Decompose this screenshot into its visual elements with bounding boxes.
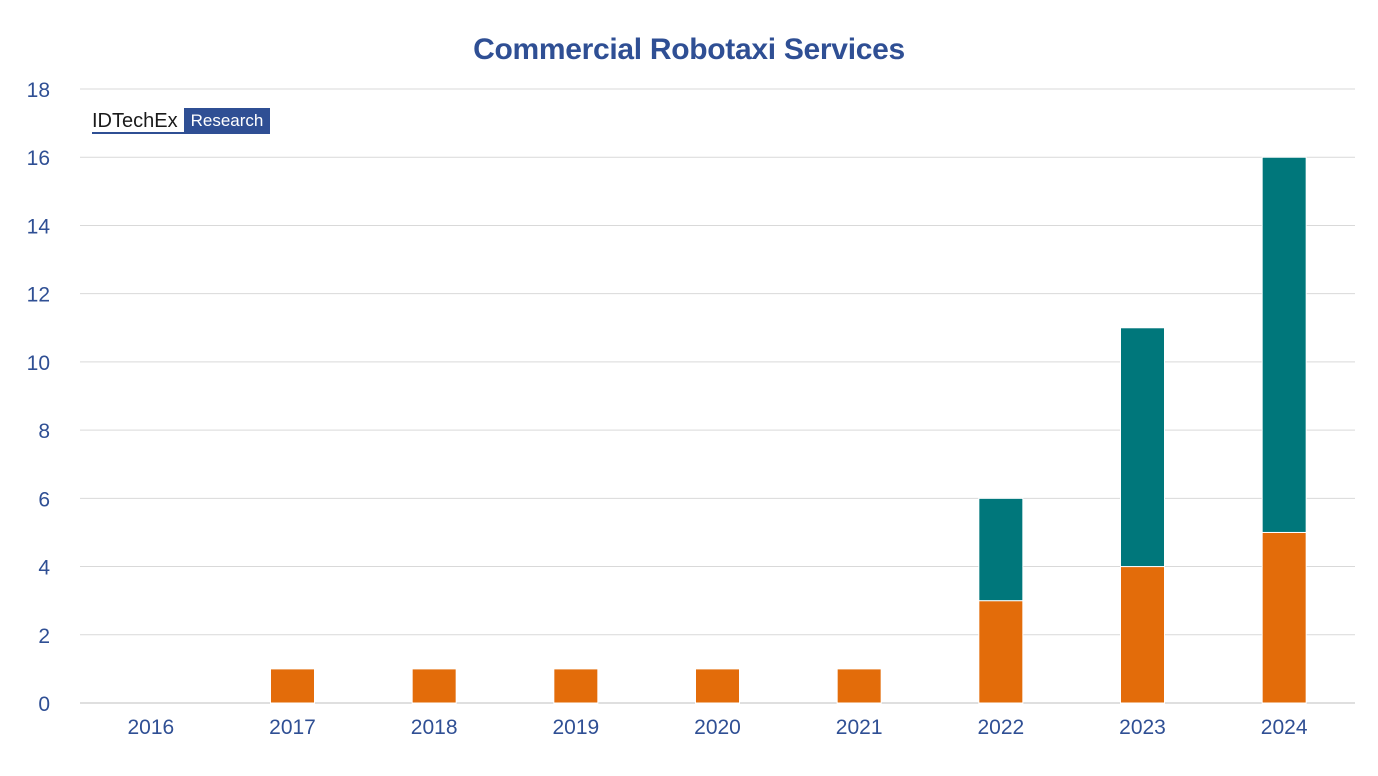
x-tick-label: 2019 xyxy=(552,716,599,739)
y-tick-label: 6 xyxy=(38,488,50,511)
idtechex-logo: IDTechEx Research xyxy=(92,108,271,134)
y-tick-label: 2 xyxy=(38,625,50,648)
bar-series-bottom-2021 xyxy=(836,668,882,704)
x-tick-label: 2023 xyxy=(1119,716,1166,739)
x-tick-label: 2018 xyxy=(411,716,458,739)
logo-brand: IDTechEx xyxy=(92,108,184,134)
bar-series-top-2024 xyxy=(1261,156,1307,533)
bar-series-bottom-2023 xyxy=(1120,566,1165,704)
gridlines xyxy=(80,88,1355,704)
x-tick-label: 2021 xyxy=(836,716,883,739)
x-tick-label: 2017 xyxy=(269,716,316,739)
bar-series-bottom-2020 xyxy=(695,668,740,704)
y-tick-label: 10 xyxy=(27,352,50,375)
x-tick-label: 2020 xyxy=(694,716,741,739)
logo-tag: Research xyxy=(183,108,271,134)
y-tick-label: 4 xyxy=(38,557,50,580)
bar-series-bottom-2024 xyxy=(1261,531,1307,704)
x-tick-label: 2024 xyxy=(1261,716,1308,739)
y-tick-label: 0 xyxy=(38,693,50,716)
y-tick-label: 12 xyxy=(27,284,50,307)
y-tick-label: 18 xyxy=(27,79,50,102)
y-tick-label: 16 xyxy=(27,147,50,170)
y-tick-label: 8 xyxy=(38,420,50,443)
bar-series-bottom-2017 xyxy=(270,668,315,704)
bar-series-bottom-2022 xyxy=(978,600,1024,704)
bar-series-bottom-2018 xyxy=(411,668,457,704)
axis-labels: 0 2 4 6 8 10 12 14 16 18 2016 2017 2018 2019 2020 2021 2… xyxy=(27,79,1308,739)
bars xyxy=(270,156,1307,704)
bar-series-top-2022 xyxy=(978,497,1024,602)
y-tick-label: 14 xyxy=(27,215,51,238)
bar-series-bottom-2019 xyxy=(553,668,599,704)
x-tick-label: 2016 xyxy=(127,716,174,739)
bar-series-top-2023 xyxy=(1120,327,1165,568)
x-tick-label: 2022 xyxy=(977,716,1024,739)
chart-title: Commercial Robotaxi Services xyxy=(473,33,905,66)
